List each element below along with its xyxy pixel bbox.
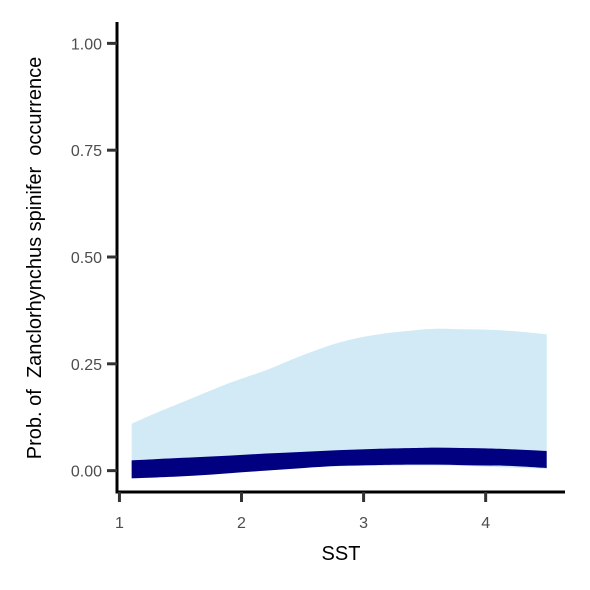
x-tick-label: 3 (359, 515, 368, 532)
x-tick-label: 4 (481, 515, 490, 532)
y-axis-title: Prob. of Zanclorhynchus spinifer occurre… (24, 57, 46, 459)
axes-layer: 0.00 0.25 0.50 0.75 1.00 1 2 3 4 (71, 22, 565, 532)
x-tick-label: 2 (237, 515, 246, 532)
y-tick-label: 0.75 (71, 143, 102, 160)
bands-layer (131, 328, 547, 479)
y-tick-label: 0.25 (71, 357, 102, 374)
y-tick-label: 0.00 (71, 464, 102, 481)
inner-interval-band (131, 447, 547, 479)
y-tick-label: 1.00 (71, 36, 102, 53)
x-axis-title: SST (322, 543, 361, 565)
outer-interval-band (131, 328, 547, 471)
y-tick-label: 0.50 (71, 250, 102, 267)
x-tick-label: 1 (115, 515, 124, 532)
